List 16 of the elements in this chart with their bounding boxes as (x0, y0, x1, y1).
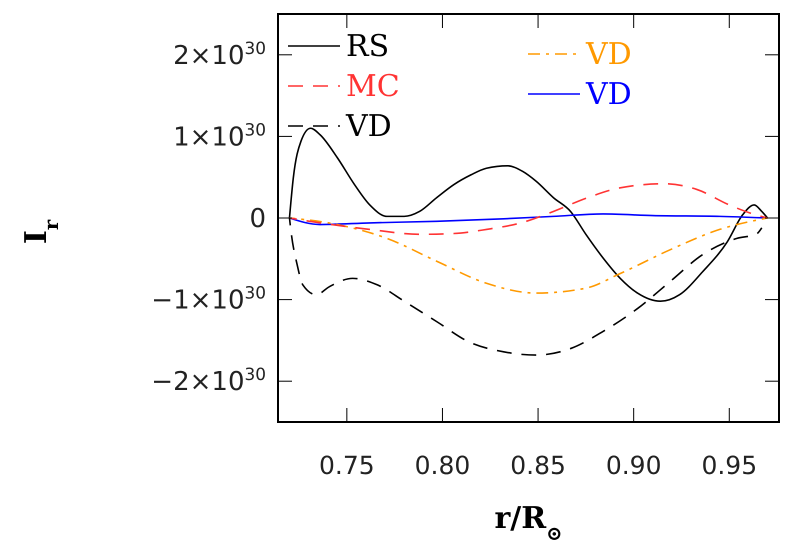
y-tick-label: 1×10$^{30}$ (173, 119, 266, 152)
legend-label: MC (346, 69, 400, 104)
legend-label: VD (585, 77, 632, 112)
y-tick-label: 2×10$^{30}$ (173, 38, 266, 71)
x-tick-label: 0.80 (414, 451, 470, 480)
legend-label: VD (585, 37, 632, 72)
y-tick-label: −1×10$^{30}$ (151, 282, 266, 316)
legend-label: VD (345, 109, 392, 144)
legend-label: RS (346, 29, 390, 64)
x-tick-label: 0.90 (606, 451, 662, 480)
y-tick-label: 0 (249, 204, 266, 234)
y-tick-label: −2×10$^{30}$ (151, 364, 266, 398)
x-axis-title: r/R$_{⊙}$ (494, 501, 563, 544)
x-tick-label: 0.85 (510, 451, 566, 480)
x-tick-label: 0.75 (319, 451, 375, 480)
x-tick-label: 0.95 (701, 451, 758, 480)
